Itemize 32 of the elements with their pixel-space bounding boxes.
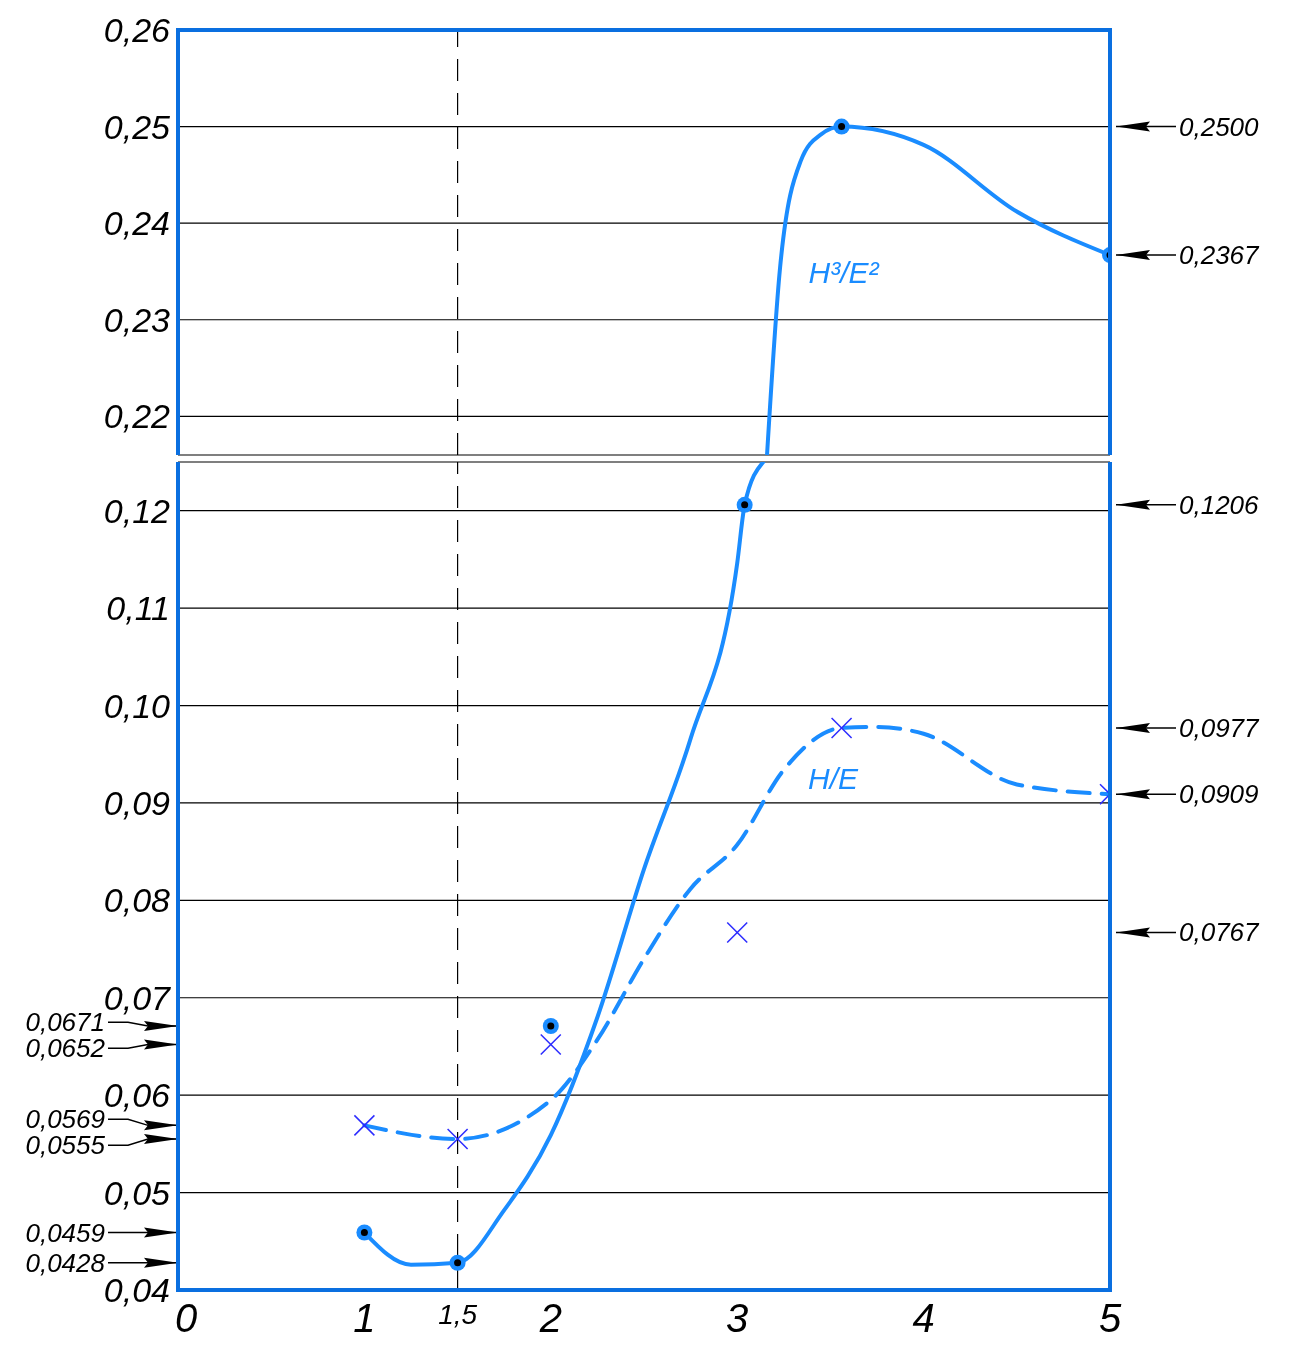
x-tick-label: 4: [912, 1296, 935, 1340]
y-tick-label: 0,23: [103, 300, 171, 339]
y-tick-label: 0,10: [103, 686, 171, 725]
y-tick-label: 0,25: [103, 107, 171, 146]
y2-tick-label: 0,1206: [1179, 489, 1260, 520]
y2-tick-label: 0,0909: [1179, 779, 1259, 810]
y-tick-label: 0,12: [103, 491, 171, 530]
y-tick-label: 0,11: [106, 589, 170, 628]
x-tick-label: 5: [1098, 1296, 1122, 1340]
y2-tick-label: 0,2500: [1179, 111, 1260, 142]
y3-tick-label: 0,0569: [25, 1104, 105, 1135]
x-tick-label: 2: [538, 1296, 562, 1340]
y3-tick-label: 0,0428: [25, 1247, 106, 1278]
y-tick-label: 0,07: [103, 978, 172, 1017]
series-label: H³/E²: [808, 255, 880, 289]
y-tick-label: 0,26: [103, 11, 171, 50]
y2-tick-label: 0,2367: [1179, 240, 1261, 271]
series-label: H/E: [808, 761, 859, 795]
ref-line-label: 1,5: [438, 1299, 478, 1330]
y3-tick-label: 0,0459: [25, 1217, 105, 1248]
x-tick-label: 3: [726, 1296, 749, 1340]
x-tick-label: 0: [174, 1296, 198, 1340]
y-tick-label: 0,09: [103, 784, 171, 823]
y-tick-label: 0,24: [103, 204, 170, 243]
y-tick-label: 0,08: [103, 881, 171, 920]
y-tick-label: 0,05: [103, 1173, 171, 1212]
y2-tick-label: 0,0767: [1179, 917, 1261, 948]
y-tick-label: 0,04: [103, 1271, 170, 1310]
x-tick-label: 1: [353, 1296, 376, 1340]
y2-tick-label: 0,0977: [1179, 712, 1261, 743]
y3-tick-label: 0,0671: [25, 1007, 105, 1038]
y-tick-label: 0,22: [103, 397, 171, 436]
